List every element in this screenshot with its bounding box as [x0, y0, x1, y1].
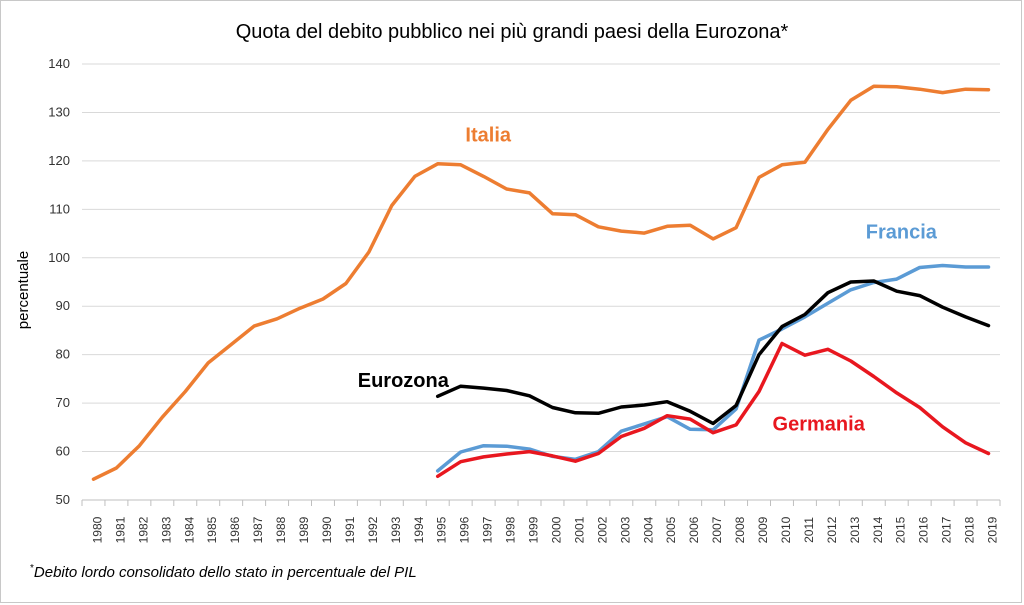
- series-label-francia: Francia: [866, 221, 938, 243]
- series-line-francia: [435, 263, 991, 473]
- y-axis-label: percentuale: [15, 251, 32, 329]
- x-tick-1983: 1983: [159, 516, 173, 543]
- x-tick-1990: 1990: [320, 516, 334, 543]
- y-tick-labels: 50 60 70 80 90 100 110 120 130 140: [48, 56, 70, 507]
- series-line-germania: [435, 341, 991, 479]
- y-tick-90: 90: [56, 298, 70, 313]
- series-label-italia: Italia: [465, 125, 511, 147]
- series-line-italia: [91, 84, 991, 481]
- y-tick-100: 100: [48, 250, 70, 265]
- y-tick-50: 50: [56, 492, 70, 507]
- x-tick-1991: 1991: [343, 516, 357, 543]
- x-tick-2010: 2010: [779, 516, 793, 543]
- x-tick-1998: 1998: [504, 516, 518, 543]
- x-tick-2011: 2011: [802, 517, 816, 543]
- x-tick-2009: 2009: [756, 516, 770, 543]
- x-tick-2013: 2013: [848, 516, 862, 543]
- x-tick-1994: 1994: [412, 516, 426, 543]
- x-tick-2005: 2005: [664, 516, 678, 543]
- x-tick-2000: 2000: [549, 516, 563, 543]
- x-tick-1992: 1992: [366, 516, 380, 543]
- x-tick-1989: 1989: [297, 516, 311, 543]
- x-tick-1982: 1982: [136, 516, 150, 543]
- y-tick-80: 80: [56, 347, 70, 362]
- x-tick-2015: 2015: [894, 516, 908, 543]
- x-tick-1987: 1987: [251, 516, 265, 543]
- series-annotations: Italia Francia Eurozona Germania: [358, 125, 938, 436]
- x-tick-2018: 2018: [963, 516, 977, 543]
- x-tick-1997: 1997: [481, 516, 495, 543]
- x-tick-2003: 2003: [618, 516, 632, 543]
- x-tick-1988: 1988: [274, 516, 288, 543]
- y-tick-60: 60: [56, 444, 70, 459]
- x-tick-2012: 2012: [825, 516, 839, 543]
- x-tick-2008: 2008: [733, 516, 747, 543]
- x-tick-1980: 1980: [90, 516, 104, 543]
- x-tick-2001: 2001: [572, 516, 586, 543]
- x-tick-1981: 1981: [113, 516, 127, 543]
- x-tick-1986: 1986: [228, 516, 242, 543]
- gridlines: [82, 63, 1000, 501]
- footnote: *Debito lordo consolidato dello stato in…: [30, 563, 417, 581]
- x-tick-labels: 1980 1981 1982 1983 1984 1985 1986 1987 1988 1989…: [81, 500, 1001, 543]
- x-tick-2019: 2019: [986, 516, 1000, 543]
- x-tick-2007: 2007: [710, 516, 724, 543]
- series-label-eurozona: Eurozona: [358, 370, 450, 392]
- chart-title: Quota del debito pubblico nei più grandi…: [236, 21, 789, 43]
- y-tick-110: 110: [49, 201, 70, 216]
- y-tick-140: 140: [48, 56, 70, 71]
- y-tick-70: 70: [56, 395, 70, 410]
- y-tick-120: 120: [48, 153, 70, 168]
- x-tick-1995: 1995: [435, 516, 449, 543]
- footnote-text: Debito lordo consolidato dello stato in …: [33, 564, 417, 581]
- x-tick-1999: 1999: [527, 516, 541, 543]
- x-tick-2004: 2004: [641, 516, 655, 543]
- series-label-germania: Germania: [773, 414, 866, 436]
- x-tick-1985: 1985: [205, 516, 219, 543]
- series-lines: [91, 84, 991, 481]
- x-tick-2006: 2006: [687, 516, 701, 543]
- x-tick-2002: 2002: [595, 516, 609, 543]
- x-tick-1984: 1984: [182, 516, 196, 543]
- y-tick-130: 130: [48, 104, 70, 119]
- x-tick-1996: 1996: [458, 516, 472, 543]
- series-line-eurozona: [435, 279, 991, 426]
- x-tick-1993: 1993: [389, 516, 403, 543]
- x-tick-2017: 2017: [940, 516, 954, 543]
- footnote-marker: *: [30, 563, 34, 574]
- x-tick-2014: 2014: [871, 516, 885, 543]
- x-tick-2016: 2016: [917, 516, 931, 543]
